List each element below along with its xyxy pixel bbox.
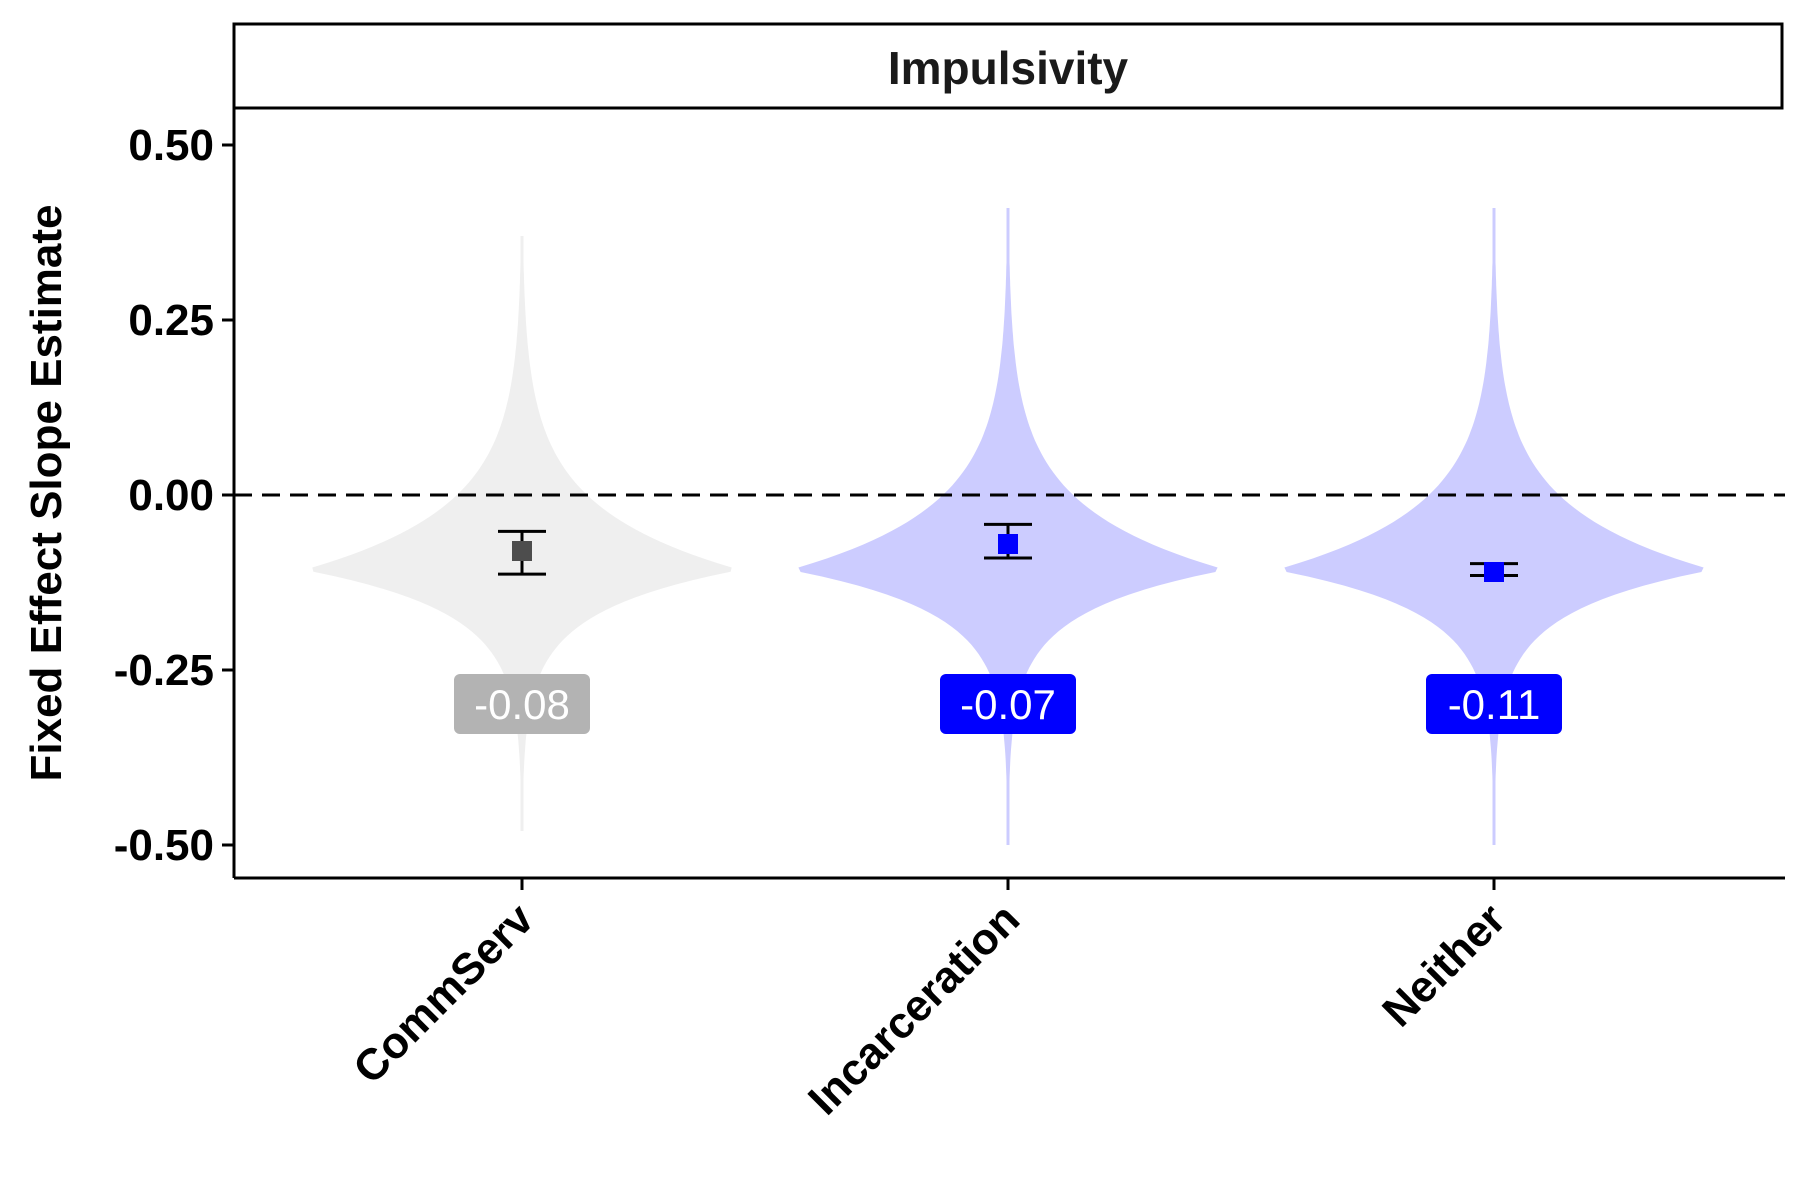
estimate-label-box xyxy=(940,674,1076,734)
violin xyxy=(1284,208,1704,845)
estimate-label-box xyxy=(1426,674,1562,734)
panel-title: Impulsivity xyxy=(888,42,1129,94)
plot-area: -0.08 -0.07 -0.11 xyxy=(234,208,1785,845)
estimate-label: -0.11 xyxy=(1448,681,1541,728)
y-axis-title: Fixed Effect Slope Estimate xyxy=(22,204,71,781)
estimate-label-box xyxy=(454,674,590,734)
x-tick-label: CommServ xyxy=(344,894,543,1093)
y-tick-label: 0.00 xyxy=(128,471,214,520)
y-tick-label: 0.25 xyxy=(128,296,214,345)
point-estimate xyxy=(998,534,1018,554)
point-estimate xyxy=(512,541,532,561)
x-axis-ticks: CommServ Incarceration Neither xyxy=(344,878,1515,1124)
point-estimate xyxy=(1484,562,1504,582)
y-tick-label: -0.25 xyxy=(114,646,214,695)
estimate-label: -0.08 xyxy=(474,681,570,728)
y-axis-ticks: 0.50 0.25 0.00 -0.25 -0.50 xyxy=(114,121,234,870)
x-tick-label: Incarceration xyxy=(799,894,1029,1124)
panel-strip xyxy=(232,22,1784,110)
estimate-label: -0.07 xyxy=(960,681,1056,728)
y-tick-label: 0.50 xyxy=(128,121,214,170)
x-tick-label: Neither xyxy=(1373,894,1515,1036)
y-tick-label: -0.50 xyxy=(114,821,214,870)
